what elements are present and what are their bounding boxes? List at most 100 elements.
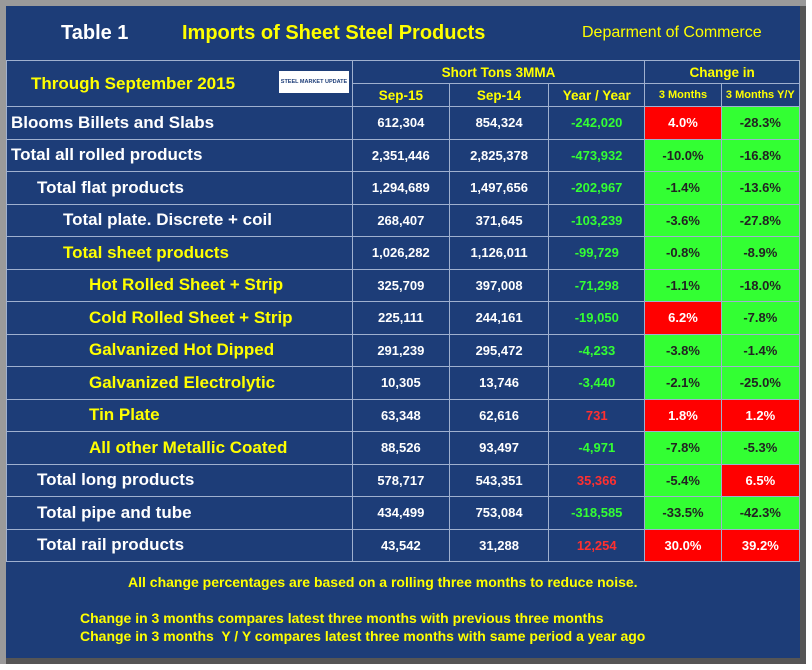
row-label: Total all rolled products — [6, 138, 353, 172]
table-cell: 10,305 — [351, 366, 450, 400]
row-label: Tin Plate — [6, 398, 353, 432]
table-cell: 2,351,446 — [351, 138, 450, 172]
table-cell: 88,526 — [351, 431, 450, 465]
table-cell: 753,084 — [448, 496, 550, 530]
panel: Table 1 Imports of Sheet Steel Products … — [6, 6, 806, 664]
row-label: Hot Rolled Sheet + Strip — [6, 268, 353, 302]
table-cell: -42.3% — [720, 496, 801, 530]
table-cell: -28.3% — [720, 106, 801, 140]
period-cell: Through September 2015 STEEL MARKET UPDAT… — [6, 60, 353, 107]
column-header: 3 Months — [644, 83, 722, 107]
table-cell: 6.5% — [720, 463, 801, 497]
table-cell: -1.1% — [644, 268, 722, 302]
column-header: Sep-14 — [448, 83, 550, 107]
table-cell: -5.4% — [644, 463, 722, 497]
note: Change in 3 months compares latest three… — [80, 610, 604, 626]
table-cell: 30.0% — [644, 528, 722, 562]
table-cell: -242,020 — [548, 106, 646, 140]
row-label: Total rail products — [6, 528, 353, 562]
table-row: Galvanized Electrolytic 10,305 13,746 -3,44… — [6, 366, 801, 400]
table-cell: -7.8% — [644, 431, 722, 465]
table-cell: 93,497 — [448, 431, 550, 465]
table-cell: 434,499 — [351, 496, 450, 530]
row-label: Total sheet products — [6, 236, 353, 270]
row-label: Total pipe and tube — [6, 496, 353, 530]
table-cell: -202,967 — [548, 171, 646, 205]
table-cell: -3.8% — [644, 333, 722, 367]
table-cell: 35,366 — [548, 463, 646, 497]
table-cell: 2,825,378 — [448, 138, 550, 172]
row-label: Total long products — [6, 463, 353, 497]
table-cell: 31,288 — [448, 528, 550, 562]
table-cell: 225,111 — [351, 301, 450, 335]
table-cell: -7.8% — [720, 301, 801, 335]
row-label: Galvanized Hot Dipped — [6, 333, 353, 367]
table-cell: 268,407 — [351, 203, 450, 237]
table-cell: -3,440 — [548, 366, 646, 400]
note: All change percentages are based on a ro… — [128, 574, 638, 590]
table-row: Total pipe and tube 434,499 753,084 -318,58… — [6, 496, 801, 530]
table-row: Total long products 578,717 543,351 35,366-… — [6, 463, 801, 497]
table-row: Tin Plate 63,348 62,616 731 1.8% 1.2% — [6, 398, 801, 432]
logo: STEEL MARKET UPDATE — [279, 71, 349, 93]
table-cell: -71,298 — [548, 268, 646, 302]
note: Change in 3 months Y / Y compares latest… — [80, 628, 646, 644]
title: Imports of Sheet Steel Products — [182, 22, 486, 44]
table-cell: -13.6% — [720, 171, 801, 205]
row-label: Total flat products — [6, 171, 353, 205]
table-cell: 1,126,011 — [448, 236, 550, 270]
table-row: Galvanized Hot Dipped 291,239 295,472 -4,23… — [6, 333, 801, 367]
table-row: All other Metallic Coated 88,526 93,497 -4,… — [6, 431, 801, 465]
group-header-row: Through September 2015 STEEL MARKET UPDAT… — [6, 60, 800, 107]
table-cell: -10.0% — [644, 138, 722, 172]
table-cell: 62,616 — [448, 398, 550, 432]
table-row: Hot Rolled Sheet + Strip 325,709 397,008 -7… — [6, 268, 801, 302]
table-cell: 1,497,656 — [448, 171, 550, 205]
table-cell: -318,585 — [548, 496, 646, 530]
table-cell: 1.8% — [644, 398, 722, 432]
table-cell: 295,472 — [448, 333, 550, 367]
table-label: Table 1 — [61, 22, 129, 44]
table-row: Total all rolled products 2,351,446 2,825,… — [6, 138, 801, 172]
table-cell: 371,645 — [448, 203, 550, 237]
table-cell: 39.2% — [720, 528, 801, 562]
table-cell: -103,239 — [548, 203, 646, 237]
table-cell: -1.4% — [720, 333, 801, 367]
table-cell: -33.5% — [644, 496, 722, 530]
table-cell: 12,254 — [548, 528, 646, 562]
period: Through September 2015 — [31, 73, 236, 93]
table-cell: 731 — [548, 398, 646, 432]
table-row: Total sheet products 1,026,282 1,126,011 -9… — [6, 236, 801, 270]
column-header: 3 Months Y/Y — [720, 83, 801, 107]
group-header: Short Tons 3MMA — [351, 60, 646, 84]
column-header: Sep-15 — [351, 83, 450, 107]
table-cell: 244,161 — [448, 301, 550, 335]
table-cell: -5.3% — [720, 431, 801, 465]
table-cell: 1.2% — [720, 398, 801, 432]
table-cell: -473,932 — [548, 138, 646, 172]
table-cell: -0.8% — [644, 236, 722, 270]
table-cell: -8.9% — [720, 236, 801, 270]
row-label: Blooms Billets and Slabs — [6, 106, 353, 140]
row-label: Galvanized Electrolytic — [6, 366, 353, 400]
table-cell: 13,746 — [448, 366, 550, 400]
row-label: Cold Rolled Sheet + Strip — [6, 301, 353, 335]
table-cell: -19,050 — [548, 301, 646, 335]
table: Through September 2015 STEEL MARKET UPDAT… — [6, 60, 801, 562]
table-cell: 63,348 — [351, 398, 450, 432]
table-row: Total flat products 1,294,689 1,497,656 -20… — [6, 171, 801, 205]
table-row: Total plate. Discrete + coil 268,407 371,6… — [6, 203, 801, 237]
table-cell: 4.0% — [644, 106, 722, 140]
table-row: Cold Rolled Sheet + Strip 225,111 244,161-… — [6, 301, 801, 335]
column-header-row: Sep-15 Sep-14 Year / Year 3 Months 3 Months … — [7, 83, 801, 107]
table-cell: 612,304 — [351, 106, 450, 140]
table-cell: 325,709 — [351, 268, 450, 302]
table-cell: -18.0% — [720, 268, 801, 302]
table-row: Total rail products 43,542 31,288 12,254 30.… — [6, 528, 801, 562]
table-cell: 43,542 — [351, 528, 450, 562]
group-header: Change in — [644, 60, 800, 84]
table-cell: -3.6% — [644, 203, 722, 237]
table-row: Blooms Billets and Slabs 612,304 854,324 -2… — [6, 106, 801, 140]
table-cell: -2.1% — [644, 366, 722, 400]
